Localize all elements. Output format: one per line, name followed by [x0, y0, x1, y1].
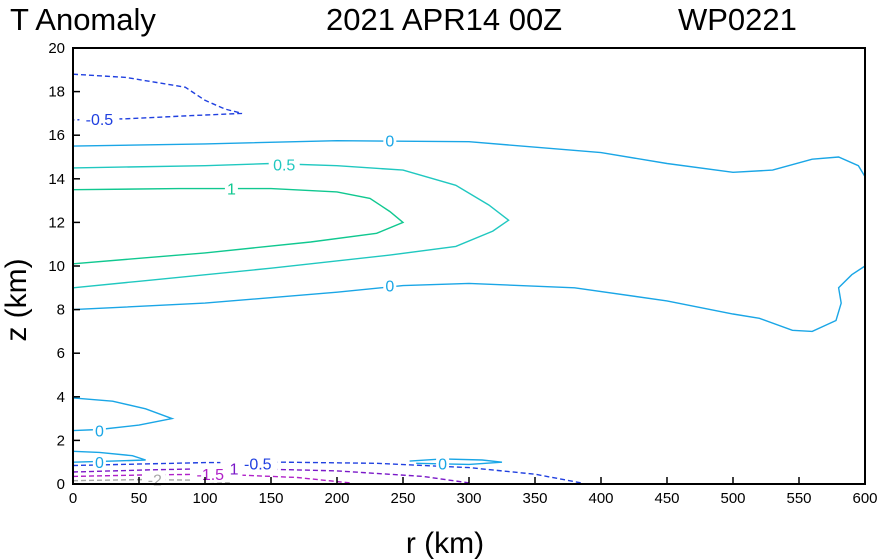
y-tick-label-3: 6 — [57, 345, 65, 362]
x-tick-label-5: 250 — [390, 490, 415, 507]
contour-label-2: 1 — [227, 182, 236, 199]
y-axis-label: z (km) — [0, 258, 33, 341]
y-tick-label-1: 2 — [57, 432, 65, 449]
y-tick-label-7: 14 — [48, 171, 65, 188]
x-tick-label-6: 300 — [456, 490, 481, 507]
contour-line-1 — [72, 162, 510, 289]
plot-frame — [72, 47, 866, 485]
chart-title-group: T Anomaly 2021 APR14 00Z WP0221 — [10, 2, 797, 37]
contour-label-4: -0.5 — [86, 112, 114, 129]
contour-label-bg-3 — [383, 277, 397, 294]
x-tick-label-9: 450 — [654, 490, 679, 507]
contour-label-bg-0 — [383, 132, 397, 149]
contour-label-5: 0 — [95, 424, 104, 441]
y-axis-ticks: 0 2 4 6 8 10 12 14 16 18 20 — [48, 40, 80, 493]
y-tick-label-0: 0 — [57, 476, 65, 493]
contour-line-2 — [72, 187, 405, 265]
contour-label-bg-10 — [190, 466, 231, 483]
contour-label-bg-7 — [436, 455, 450, 472]
contour-line-0 — [72, 139, 866, 177]
contour-label-8: -0.5 — [244, 456, 272, 473]
contour-label-0: 0 — [385, 134, 394, 151]
contour-label-bg-4 — [79, 110, 120, 127]
y-tick-label-9: 18 — [48, 84, 65, 101]
contour-label-bg-6 — [92, 454, 106, 471]
contour-labels: 00.510-0.500 0-0.5-1-1.5-2 — [79, 110, 450, 490]
x-tick-label-11: 550 — [786, 490, 811, 507]
x-tick-label-2: 100 — [192, 490, 217, 507]
contour-label-bg-5 — [92, 422, 106, 439]
contour-label-7: 0 — [438, 456, 447, 473]
y-tick-label-5: 10 — [48, 258, 65, 275]
contour-line-6 — [72, 450, 146, 463]
contour-label-bg-8 — [237, 455, 278, 472]
contour-label-bg-2 — [224, 180, 238, 197]
x-tick-label-7: 350 — [522, 490, 547, 507]
y-tick-label-4: 8 — [57, 302, 65, 319]
y-tick-label-2: 4 — [57, 389, 65, 406]
contour-line-8 — [72, 461, 582, 484]
x-tick-label-4: 200 — [324, 490, 349, 507]
x-tick-label-12: 600 — [852, 490, 877, 507]
chart-storm-id: WP0221 — [678, 2, 797, 37]
chart-title: T Anomaly — [10, 2, 156, 37]
contour-line-4 — [72, 73, 243, 121]
x-tick-label-1: 50 — [131, 490, 148, 507]
contour-line-5 — [72, 397, 175, 432]
x-axis-label: r (km) — [406, 527, 484, 559]
x-tick-label-10: 500 — [720, 490, 745, 507]
x-tick-label-8: 400 — [588, 490, 613, 507]
y-tick-label-10: 20 — [48, 40, 65, 57]
y-tick-label-6: 12 — [48, 214, 65, 231]
contour-lines — [72, 73, 866, 484]
contour-line-3 — [72, 265, 866, 333]
x-tick-label-0: 0 — [69, 490, 77, 507]
contour-label-11: -2 — [148, 473, 162, 490]
contour-line-9 — [72, 467, 470, 484]
y-tick-label-8: 16 — [48, 127, 65, 144]
chart-datetime: 2021 APR14 00Z — [326, 2, 562, 37]
x-tick-label-3: 150 — [258, 490, 283, 507]
contour-line-7 — [409, 458, 503, 466]
x-axis-ticks: 0 50 100 150 200 250 300 350 400 450 500 550 600 — [69, 477, 878, 507]
contour-label-1: 0.5 — [273, 158, 295, 175]
contour-label-10: -1.5 — [196, 467, 224, 484]
contour-label-3: 0 — [385, 279, 394, 296]
contour-label-6: 0 — [95, 455, 104, 472]
contour-label-bg-1 — [268, 156, 300, 173]
